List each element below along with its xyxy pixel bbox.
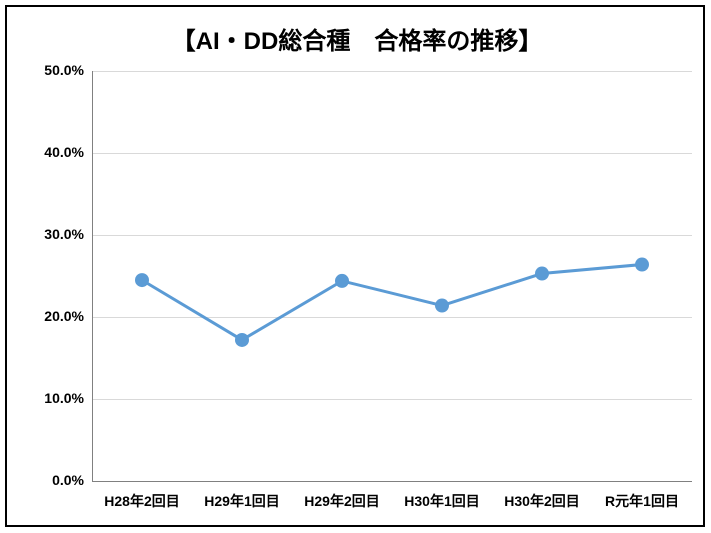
x-axis — [92, 481, 692, 482]
x-tick-label: H29年1回目 — [192, 491, 292, 511]
x-tick-label: H28年2回目 — [92, 491, 192, 511]
data-marker — [535, 267, 549, 281]
x-tick-label: R元年1回目 — [592, 491, 692, 511]
data-marker — [435, 299, 449, 313]
data-marker — [135, 273, 149, 287]
data-marker — [335, 274, 349, 288]
x-tick-label: H30年1回目 — [392, 491, 492, 511]
plot-area: 0.0%10.0%20.0%30.0%40.0%50.0%H28年2回目H29年… — [92, 71, 692, 481]
y-tick-label: 30.0% — [22, 226, 84, 242]
chart-frame: 【AI・DD総合種 合格率の推移】 0.0%10.0%20.0%30.0%40.… — [5, 5, 705, 527]
x-tick-label: H29年2回目 — [292, 491, 392, 511]
y-tick-label: 50.0% — [22, 62, 84, 78]
y-tick-label: 10.0% — [22, 390, 84, 406]
data-marker — [235, 333, 249, 347]
data-marker — [635, 258, 649, 272]
chart-title: 【AI・DD総合種 合格率の推移】 — [7, 21, 707, 56]
x-tick-label: H30年2回目 — [492, 491, 592, 511]
y-tick-label: 40.0% — [22, 144, 84, 160]
y-tick-label: 0.0% — [22, 472, 84, 488]
chart-svg — [92, 71, 692, 481]
data-line — [142, 265, 642, 340]
y-tick-label: 20.0% — [22, 308, 84, 324]
